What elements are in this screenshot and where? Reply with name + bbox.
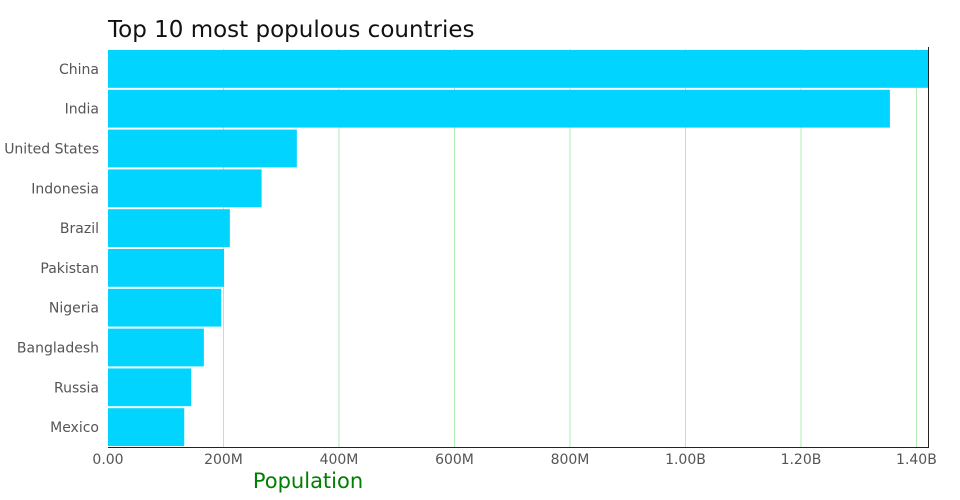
- bar-china: [108, 50, 928, 88]
- bar-pakistan: [108, 249, 225, 287]
- x-tick-labels: 0.00 200M 400M 600M 800M 1.00B 1.20B 1.40B: [92, 452, 936, 468]
- category-label-russia: Russia: [54, 380, 99, 396]
- category-label-indonesia: Indonesia: [31, 181, 99, 197]
- bars: [108, 50, 928, 446]
- x-tick-label-800m: 800M: [551, 452, 590, 468]
- bar-nigeria: [108, 288, 222, 327]
- x-tick-label-400m: 400M: [320, 452, 359, 468]
- bar-indonesia: [108, 169, 262, 208]
- category-label-mexico: Mexico: [50, 420, 99, 436]
- category-label-brazil: Brazil: [60, 221, 99, 237]
- category-label-china: China: [59, 62, 99, 78]
- x-tick-label-200m: 200M: [204, 452, 243, 468]
- bar-united-states: [108, 129, 297, 168]
- bar-mexico: [108, 408, 185, 446]
- category-labels: China India United States Indonesia Brazil Pa…: [4, 62, 99, 436]
- category-label-united-states: United States: [4, 142, 99, 158]
- axes: [108, 47, 929, 448]
- x-tick-label-1-20b: 1.20B: [781, 452, 822, 468]
- x-tick-label-0-00: 0.00: [92, 452, 123, 468]
- bar-russia: [108, 368, 192, 407]
- x-tick-label-600m: 600M: [435, 452, 474, 468]
- chart-title: Top 10 most populous countries: [107, 17, 475, 43]
- category-label-nigeria: Nigeria: [49, 301, 99, 317]
- category-label-pakistan: Pakistan: [40, 261, 99, 277]
- category-label-india: India: [65, 102, 99, 118]
- category-label-bangladesh: Bangladesh: [17, 341, 99, 357]
- x-axis-title: Population: [253, 469, 363, 493]
- x-tick-label-1-00b: 1.00B: [665, 452, 706, 468]
- bar-bangladesh: [108, 328, 204, 367]
- x-tick-label-1-40b: 1.40B: [896, 452, 937, 468]
- bar-brazil: [108, 209, 230, 247]
- bar-india: [108, 89, 890, 128]
